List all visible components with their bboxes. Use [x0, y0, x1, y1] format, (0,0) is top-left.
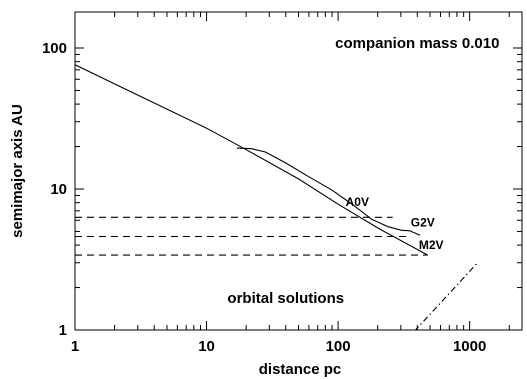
x-tick-label: 100	[326, 338, 351, 355]
labels-layer: 1 10 100 1000 1 10 100 companion mass 0.010 orbi…	[42, 35, 499, 355]
y-tick-label: 100	[42, 40, 67, 57]
annotation: companion mass 0.010	[335, 35, 499, 52]
y-axis-label: semimajor axis AU	[9, 104, 26, 238]
annotation: orbital solutions	[227, 290, 344, 307]
curve-label: A0V	[346, 195, 369, 209]
ticks-layer	[74, 12, 522, 331]
x-tick-label: 1	[71, 338, 79, 355]
curve-label: M2V	[419, 238, 444, 252]
y-tick-label: 1	[59, 322, 67, 339]
x-axis-label: distance pc	[259, 361, 342, 378]
curve-label: G2V	[411, 216, 435, 230]
series-line-1	[75, 64, 428, 256]
y-tick-label: 10	[50, 181, 67, 198]
series-line-2	[236, 147, 421, 236]
x-tick-label: 10	[198, 338, 215, 355]
x-tick-label: 1000	[453, 338, 486, 355]
series-layer	[75, 64, 479, 330]
series-line-6	[414, 262, 479, 330]
